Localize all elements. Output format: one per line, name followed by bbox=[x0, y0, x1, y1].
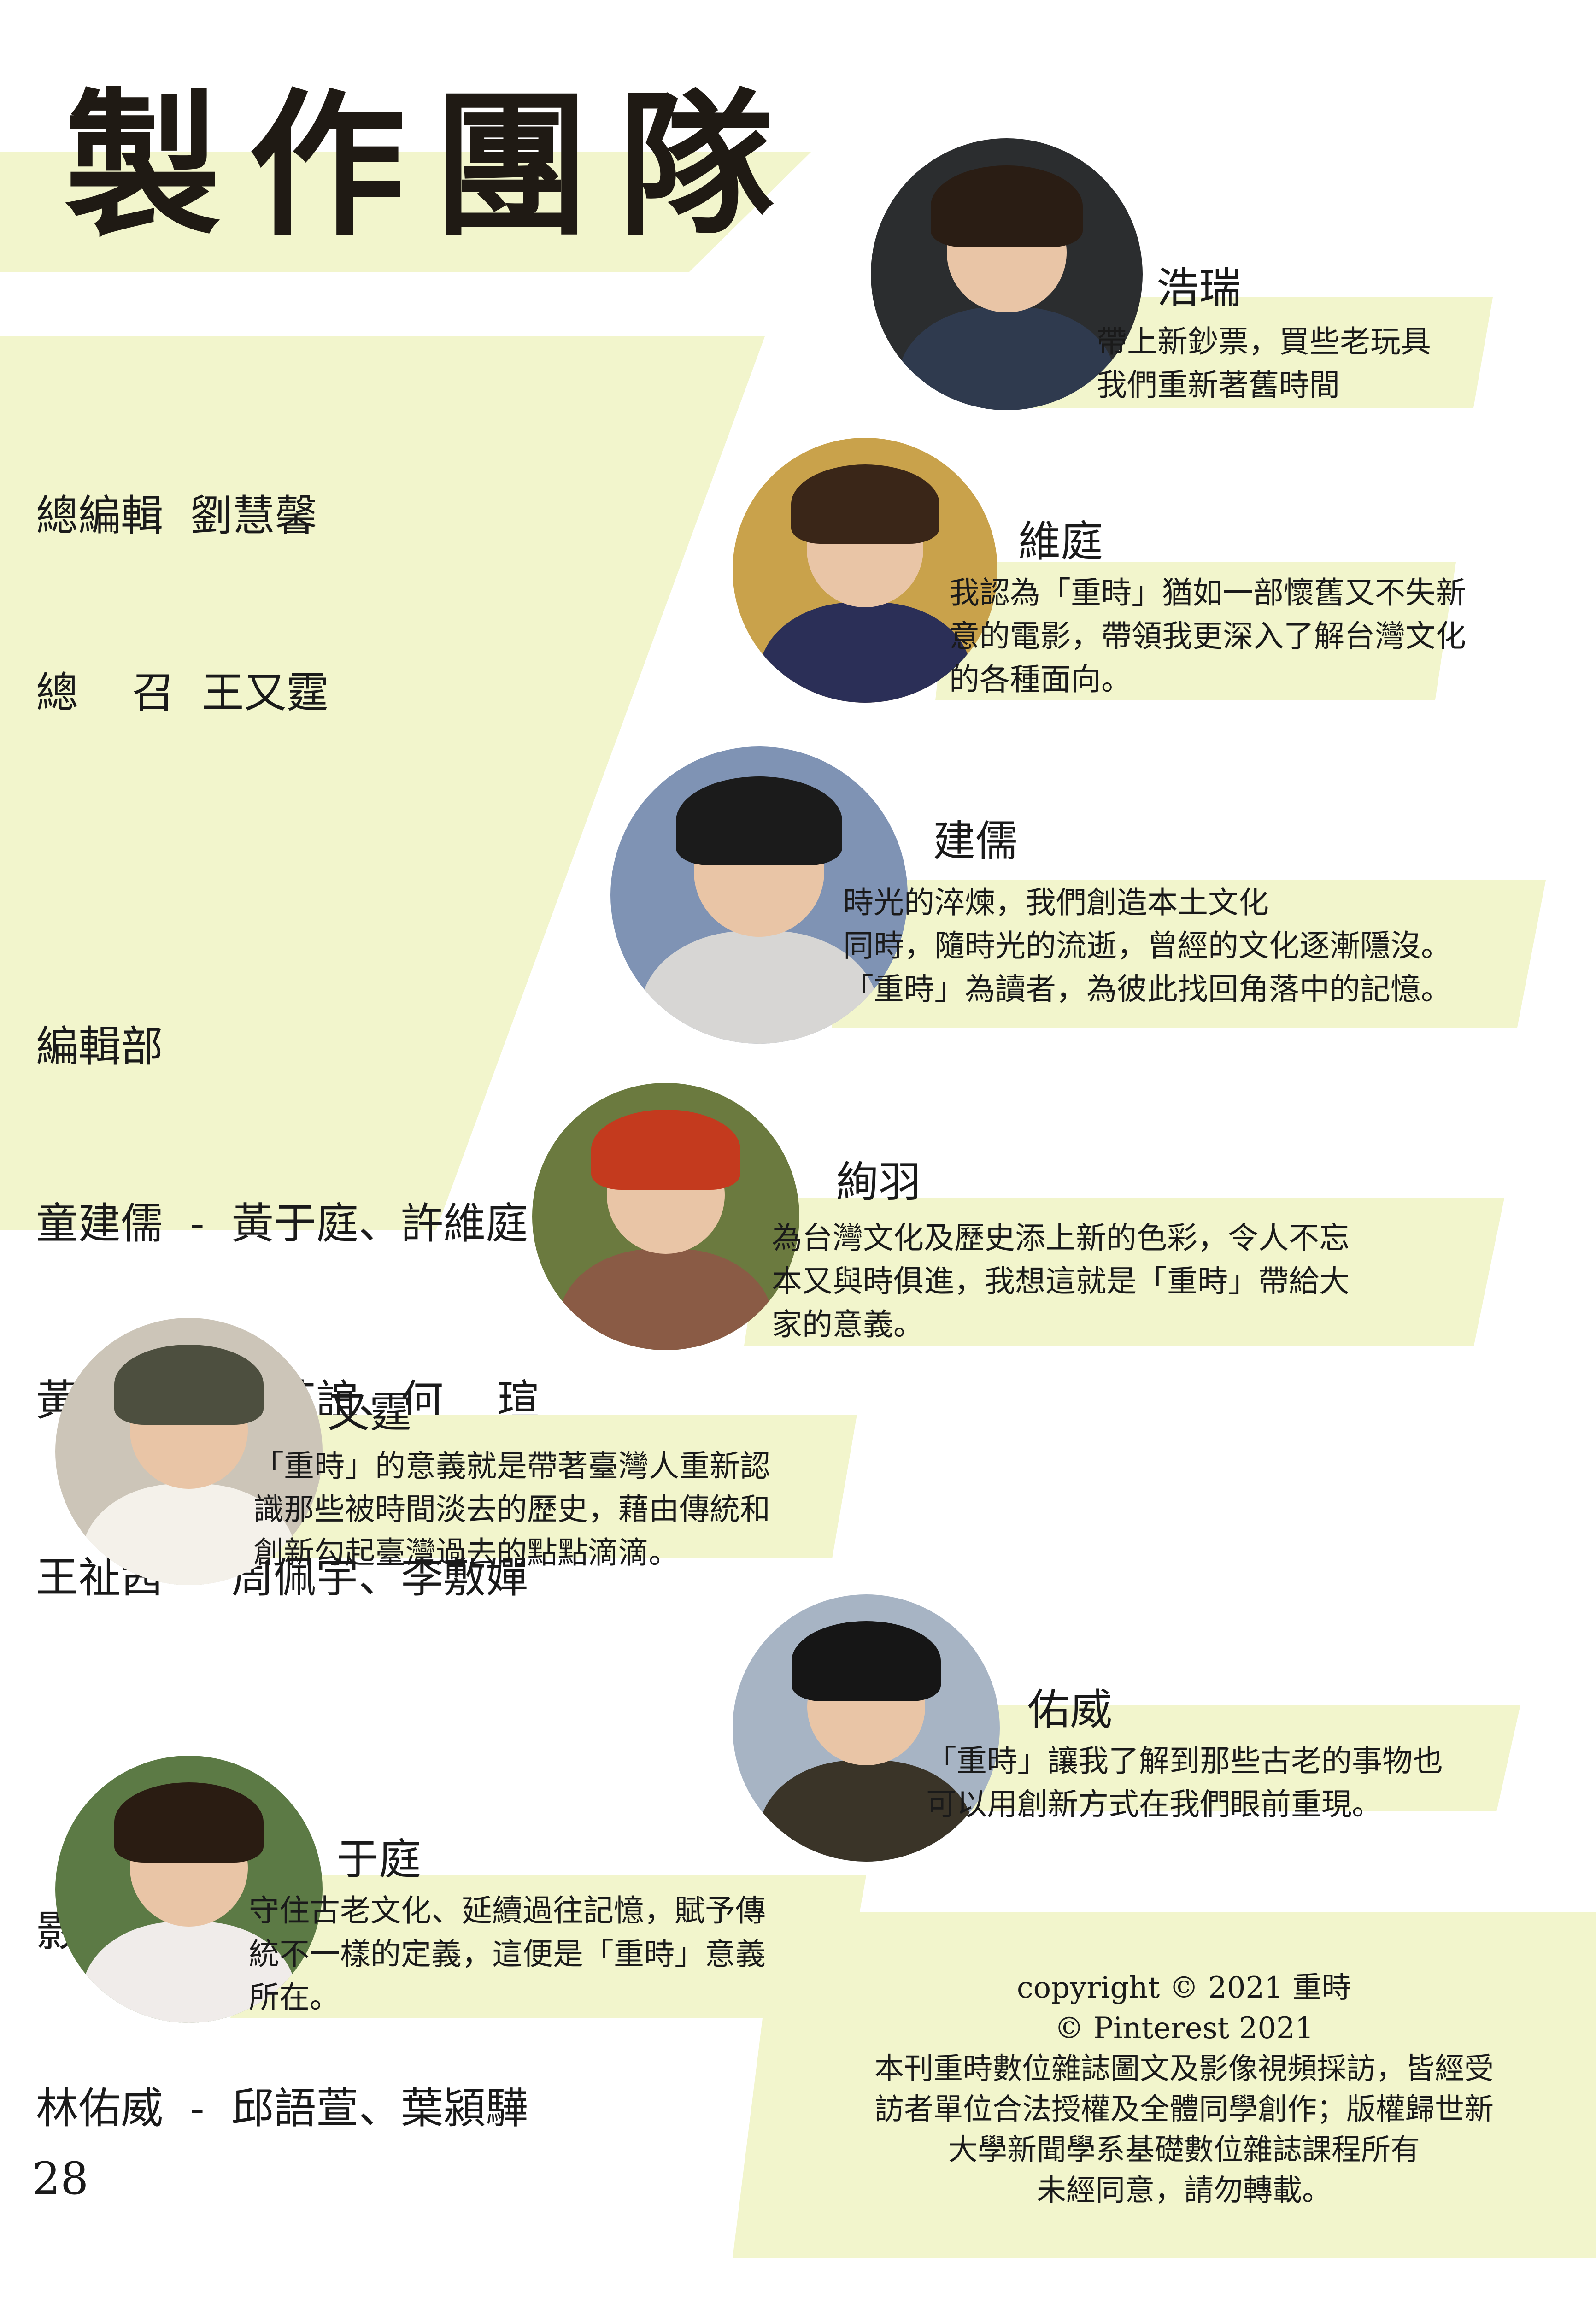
quote-band bbox=[926, 1705, 1520, 1811]
quote-band bbox=[832, 880, 1546, 1028]
member-photo bbox=[871, 138, 1143, 410]
staff-spacer bbox=[36, 840, 540, 899]
quote-band bbox=[230, 1875, 866, 2018]
member-quote: 為台灣文化及歷史添上新的色彩，令人不忘 本又與時俱進，我想這就是「重時」帶給大 … bbox=[772, 1220, 1350, 1342]
title-highlight-band bbox=[0, 152, 811, 272]
member-photo bbox=[610, 746, 908, 1044]
member-quote: 時光的淬煉，我們創造本土文化 同時，隨時光的流逝，曾經的文化逐漸隱沒。 「重時」… bbox=[843, 885, 1451, 1007]
member-name: 又霆 bbox=[327, 1388, 412, 1437]
quote-band bbox=[744, 1198, 1504, 1346]
member-name: 維庭 bbox=[1018, 517, 1103, 566]
staff-heading-editorial: 編輯部 bbox=[36, 1022, 164, 1071]
member-quote: 我認為「重時」猶如一部懷舊又不失新 意的電影，帶領我更深入了解台灣文化 的各種面… bbox=[949, 575, 1466, 697]
member-name: 絢羽 bbox=[836, 1158, 921, 1207]
member-name: 佑威 bbox=[1027, 1685, 1113, 1734]
staff-line: 童建儒 - 黃于庭、許維庭 bbox=[36, 1199, 528, 1248]
staff-line: 總編輯 劉慧馨 bbox=[36, 491, 317, 541]
member-photo bbox=[532, 1083, 799, 1350]
footer-highlight-band bbox=[733, 1912, 1596, 2258]
member-photo bbox=[55, 1756, 323, 2023]
staff-line: 總 召 王又霆 bbox=[36, 668, 329, 717]
quote-band bbox=[240, 1415, 857, 1558]
member-photo bbox=[55, 1318, 323, 1585]
copyright-notice: copyright © 2021 重時 © Pinterest 2021 本刊重… bbox=[874, 1971, 1494, 2208]
page-number: 28 bbox=[32, 2153, 89, 2204]
member-quote: 「重時」的意義就是帶著臺灣人重新認 識那些被時間淡去的歷史，藉由傳統和 創新勾起… bbox=[253, 1448, 770, 1570]
quote-band bbox=[935, 562, 1456, 700]
member-photo bbox=[733, 438, 998, 703]
member-name: 于庭 bbox=[336, 1835, 422, 1884]
member-photo bbox=[733, 1594, 1000, 1862]
page-title: 製作團隊 bbox=[65, 74, 802, 258]
member-quote: 守住古老文化、延續過往記憶，賦予傳 統不一樣的定義，這便是「重時」意義 所在。 bbox=[249, 1893, 766, 2015]
member-quote: 帶上新鈔票，買些老玩具 我們重新著舊時間 bbox=[1097, 324, 1431, 403]
member-name: 浩瑞 bbox=[1156, 264, 1242, 313]
staff-spacer bbox=[36, 1725, 540, 1784]
staff-line: 林佑威 - 邱語萱、葉潁驊 bbox=[36, 2084, 528, 2133]
member-name: 建儒 bbox=[933, 817, 1018, 866]
member-quote: 「重時」讓我了解到那些古老的事物也 可以用創新方式在我們眼前重現。 bbox=[926, 1743, 1443, 1822]
staff-spacer bbox=[36, 2256, 540, 2304]
